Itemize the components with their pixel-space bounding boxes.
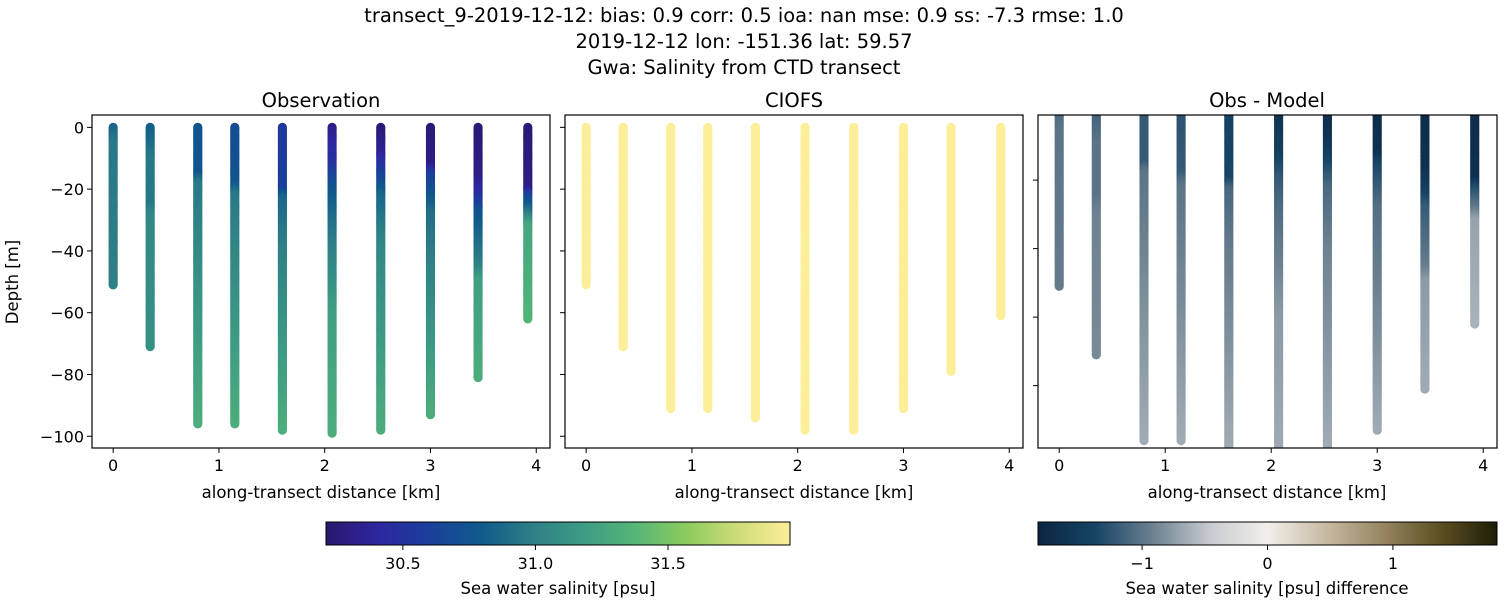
y-axis-label: Depth [m] [3,240,22,324]
station-profile [849,122,859,435]
data-point [1322,442,1332,448]
y-tick-label: −20 [50,180,84,199]
station-profile [1372,115,1382,435]
title-line-1: transect_9-2019-12-12: bias: 0.9 corr: 0… [364,4,1124,27]
panel-1-marks [581,122,1006,435]
data-point [1139,435,1149,446]
station-profile [523,122,533,324]
station-profile [376,122,386,435]
data-point [1224,442,1234,448]
x-tick-label: 0 [108,456,118,475]
station-profile [108,122,118,290]
data-point [750,413,760,423]
station-profile [1224,115,1234,448]
station-profile [996,122,1006,321]
x-axis-label-obs-minus-model: along-transect distance [km] [1148,483,1387,502]
data-point [1274,444,1284,448]
station-profile [145,122,155,352]
y-tick-label: 0 [74,118,84,137]
data-point [898,403,909,414]
panel-title-obs-minus-model: Obs - Model [1209,89,1325,112]
data-point [1372,425,1382,435]
x-tick-label: 4 [1004,456,1014,475]
station-profile [618,122,628,352]
data-point [1091,350,1101,360]
station-profile [581,122,591,290]
axes-frame [91,114,551,449]
x-tick-label: 1 [687,456,697,475]
data-point [800,425,810,435]
station-profile [800,122,810,435]
colorbar-label-salinity: Sea water salinity [psu] [460,579,655,598]
data-point [473,372,483,383]
x-tick-label: 0 [581,456,591,475]
data-point [996,311,1006,321]
x-tick-label: 3 [425,456,435,475]
title-line-2: 2019-12-12 lon: -151.36 lat: 59.57 [575,30,912,53]
station-profile [750,122,760,423]
data-point [581,280,591,290]
data-point [376,425,386,435]
station-profile [193,122,203,429]
panel-title-ciofs: CIOFS [765,89,823,112]
station-profile [1091,115,1101,360]
station-profile [898,122,909,414]
station-profile [1420,115,1430,394]
data-point [618,342,628,352]
data-point [425,410,436,420]
x-axis-label-ciofs: along-transect distance [km] [675,483,914,502]
panel-title-observation: Observation [262,89,381,112]
data-point [108,280,118,290]
station-profile [277,122,287,435]
y-tick-label: −100 [40,427,84,446]
station-profile [425,122,436,420]
x-tick-label: 2 [793,456,803,475]
station-profile [1139,115,1149,446]
x-tick-label: 1 [214,456,224,475]
data-point [1054,281,1064,291]
station-profile [946,122,956,376]
colorbar-label-difference: Sea water salinity [psu] difference [1125,579,1408,598]
station-profile [1054,115,1064,291]
y-tick-label: −60 [50,304,84,323]
x-tick-label: 4 [531,456,541,475]
data-point [277,425,287,435]
station-profile [1274,115,1284,448]
title-line-3: Gwa: Salinity from CTD transect [588,56,901,79]
station-profile [703,122,713,414]
data-point [523,314,533,324]
station-profile [1322,115,1332,448]
y-tick-label: −80 [50,365,84,384]
data-point [849,425,859,435]
y-tick-label: −40 [50,242,84,261]
data-point [193,419,203,429]
data-point [946,366,956,376]
panel-0-marks [108,122,533,438]
x-tick-label: 3 [898,456,908,475]
station-profile [327,122,337,438]
x-tick-label: 2 [320,456,330,475]
data-point [1176,435,1186,446]
data-point [666,403,676,414]
panel-2-marks [1054,115,1480,448]
station-profile [1176,115,1186,446]
data-point [327,428,337,438]
data-point [145,342,155,352]
axes-frame [564,114,1024,449]
x-axis-label-observation: along-transect distance [km] [202,483,441,502]
station-profile [666,122,676,414]
data-point [703,403,713,414]
station-profile [473,122,483,383]
station-profile [230,122,240,429]
data-point [230,419,240,429]
